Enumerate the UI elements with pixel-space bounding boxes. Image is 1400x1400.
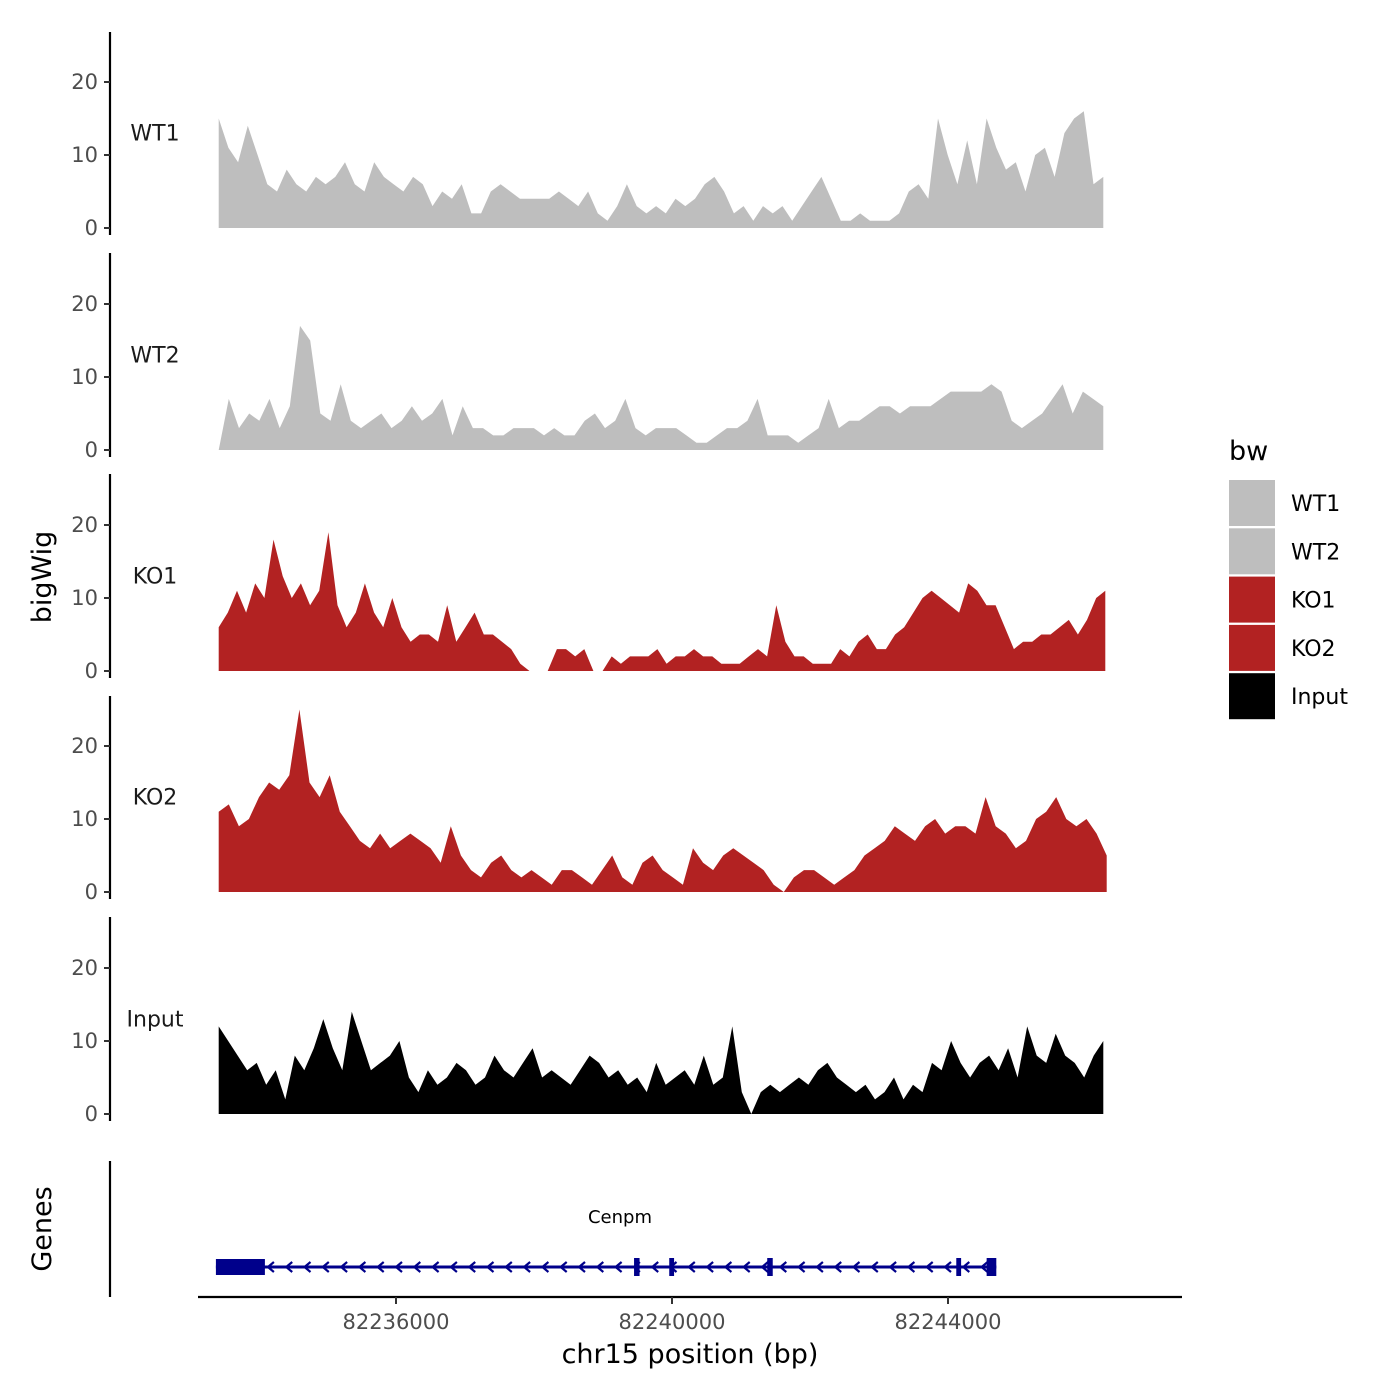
track-wt1: 0 10 20 WT1 bbox=[71, 32, 1104, 240]
track-label-ko1: KO1 bbox=[133, 564, 178, 589]
y-tick-label: 20 bbox=[71, 292, 98, 316]
bigwig-axis-title: bigWig bbox=[27, 531, 58, 624]
strand-chevron bbox=[888, 1261, 897, 1273]
strand-chevron bbox=[302, 1261, 312, 1273]
legend-label-wt1: WT1 bbox=[1291, 492, 1340, 517]
track-wt2: 0 10 20 WT2 bbox=[71, 253, 1104, 462]
y-tick-label: 10 bbox=[71, 365, 98, 389]
y-tick-label: 0 bbox=[85, 216, 98, 240]
track-input: 0 10 20 Input bbox=[71, 917, 1104, 1126]
strand-chevron bbox=[924, 1261, 934, 1273]
y-tick-label: 0 bbox=[85, 438, 98, 462]
strand-chevron bbox=[906, 1261, 916, 1273]
strand-chevron bbox=[870, 1261, 879, 1273]
coverage-tracks: 0 10 20 WT1 0 10 20 WT2 0 10 20 KO1 0 10 20 KO2 0 10 20 Inp… bbox=[71, 32, 1107, 1126]
gene-exon bbox=[634, 1258, 640, 1276]
strand-chevron bbox=[595, 1261, 605, 1273]
strand-chevron bbox=[394, 1261, 403, 1273]
track-label-input: Input bbox=[127, 1007, 184, 1032]
legend-label-input: Input bbox=[1291, 685, 1348, 710]
legend-swatch-wt1 bbox=[1229, 480, 1275, 526]
gene-track: Genes Cenpm bbox=[27, 1161, 997, 1297]
strand-chevron bbox=[558, 1261, 568, 1273]
track-ko2: 0 10 20 KO2 bbox=[71, 696, 1107, 904]
track-label-wt1: WT1 bbox=[130, 121, 179, 146]
genes-axis-title: Genes bbox=[27, 1186, 58, 1271]
gene-name-label: Cenpm bbox=[588, 1207, 652, 1228]
x-axis-title: chr15 position (bp) bbox=[562, 1339, 819, 1370]
strand-chevron bbox=[613, 1261, 623, 1273]
strand-chevron bbox=[504, 1261, 513, 1273]
legend-swatch-ko1 bbox=[1229, 576, 1275, 623]
strand-chevron bbox=[412, 1261, 422, 1273]
legend-label-ko2: KO2 bbox=[1291, 637, 1336, 662]
x-tick-label: 82236000 bbox=[343, 1310, 450, 1334]
strand-chevron bbox=[833, 1261, 842, 1273]
gene-exon bbox=[215, 1259, 265, 1275]
strand-chevron bbox=[778, 1261, 788, 1273]
y-tick-label: 0 bbox=[85, 880, 98, 904]
x-tick-label: 82244000 bbox=[895, 1310, 1002, 1334]
strand-chevron bbox=[961, 1261, 971, 1273]
strand-chevron bbox=[430, 1261, 440, 1273]
legend-title: bw bbox=[1229, 436, 1268, 467]
strand-chevron bbox=[979, 1261, 989, 1273]
strand-chevron bbox=[284, 1261, 293, 1273]
strand-chevron bbox=[467, 1261, 476, 1273]
y-tick-label: 0 bbox=[85, 659, 98, 683]
gene-exon bbox=[956, 1258, 962, 1276]
strand-chevron bbox=[741, 1261, 751, 1273]
strand-chevron bbox=[522, 1261, 531, 1273]
strand-chevron bbox=[705, 1261, 714, 1273]
legend-swatch-ko2 bbox=[1229, 624, 1275, 671]
coverage-area-ko2 bbox=[218, 709, 1107, 892]
strand-chevron bbox=[723, 1261, 733, 1273]
strand-chevron bbox=[687, 1261, 696, 1273]
strand-chevron bbox=[266, 1261, 275, 1273]
gene-exon bbox=[669, 1258, 675, 1276]
strand-chevron bbox=[540, 1261, 550, 1273]
legend-swatch-wt2 bbox=[1229, 528, 1275, 575]
y-tick-label: 0 bbox=[85, 1102, 98, 1126]
y-tick-label: 10 bbox=[71, 807, 98, 831]
coverage-area-input bbox=[218, 1011, 1104, 1114]
strand-chevron bbox=[851, 1261, 861, 1273]
track-label-wt2: WT2 bbox=[130, 343, 179, 368]
x-axis: chr15 position (bp) 82236000 82240000 8224… bbox=[198, 1295, 1182, 1370]
coverage-area-wt2 bbox=[218, 325, 1104, 450]
gene-cenpm: Cenpm bbox=[215, 1207, 997, 1276]
y-tick-label: 20 bbox=[71, 956, 98, 980]
y-tick-label: 10 bbox=[71, 143, 98, 167]
y-tick-label: 10 bbox=[71, 586, 98, 610]
strand-chevron bbox=[796, 1261, 806, 1273]
strand-chevron bbox=[321, 1261, 330, 1273]
legend-swatch-input bbox=[1229, 673, 1275, 720]
legend-label-ko1: KO1 bbox=[1291, 589, 1336, 614]
strand-chevron bbox=[815, 1261, 824, 1273]
strand-chevron bbox=[760, 1261, 769, 1273]
strand-chevron bbox=[943, 1261, 952, 1273]
legend-label-wt2: WT2 bbox=[1291, 540, 1340, 565]
strand-chevron bbox=[449, 1261, 458, 1273]
x-tick-label: 82240000 bbox=[619, 1310, 726, 1334]
y-tick-label: 20 bbox=[71, 70, 98, 94]
strand-chevron bbox=[577, 1261, 586, 1273]
y-tick-label: 20 bbox=[71, 513, 98, 537]
strand-chevron bbox=[650, 1261, 659, 1273]
gene-exon bbox=[767, 1258, 773, 1276]
strand-chevron bbox=[357, 1261, 367, 1273]
track-ko1: 0 10 20 KO1 bbox=[71, 474, 1106, 683]
y-tick-label: 20 bbox=[71, 734, 98, 758]
coverage-area-ko1 bbox=[218, 532, 1106, 671]
track-label-ko2: KO2 bbox=[133, 785, 178, 810]
y-tick-label: 10 bbox=[71, 1029, 98, 1053]
coverage-area-wt1 bbox=[218, 111, 1104, 228]
gene-exon bbox=[986, 1258, 997, 1276]
legend: bw WT1 WT2 KO1 KO2 Input bbox=[1229, 436, 1348, 720]
strand-chevron bbox=[339, 1261, 348, 1273]
strand-chevron bbox=[375, 1261, 385, 1273]
strand-chevron bbox=[485, 1261, 495, 1273]
